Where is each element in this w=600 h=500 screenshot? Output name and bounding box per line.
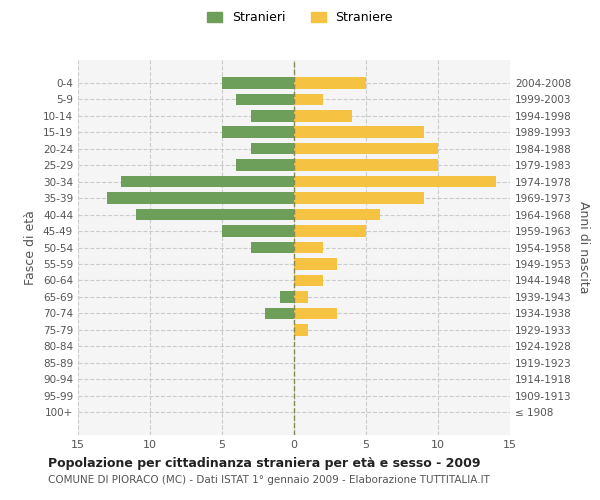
Legend: Stranieri, Straniere: Stranieri, Straniere [202,6,398,29]
Bar [294,126,424,138]
Bar [236,94,294,105]
Bar [294,308,337,319]
Bar [222,77,294,88]
Bar [294,160,438,171]
Bar [294,209,380,220]
Bar [222,126,294,138]
Bar [251,110,294,122]
Text: Popolazione per cittadinanza straniera per età e sesso - 2009: Popolazione per cittadinanza straniera p… [48,458,481,470]
Bar [251,143,294,154]
Bar [294,324,308,336]
Y-axis label: Fasce di età: Fasce di età [25,210,37,285]
Text: COMUNE DI PIORACO (MC) - Dati ISTAT 1° gennaio 2009 - Elaborazione TUTTITALIA.IT: COMUNE DI PIORACO (MC) - Dati ISTAT 1° g… [48,475,490,485]
Bar [294,192,424,204]
Bar [265,308,294,319]
Bar [236,160,294,171]
Bar [294,242,323,254]
Bar [251,242,294,254]
Bar [280,291,294,302]
Bar [294,110,352,122]
Bar [294,77,366,88]
Bar [294,176,496,188]
Bar [136,209,294,220]
Bar [294,291,308,302]
Bar [294,258,337,270]
Bar [121,176,294,188]
Bar [294,226,366,237]
Y-axis label: Anni di nascita: Anni di nascita [577,201,590,294]
Bar [294,274,323,286]
Bar [222,226,294,237]
Bar [294,143,438,154]
Bar [294,94,323,105]
Bar [107,192,294,204]
